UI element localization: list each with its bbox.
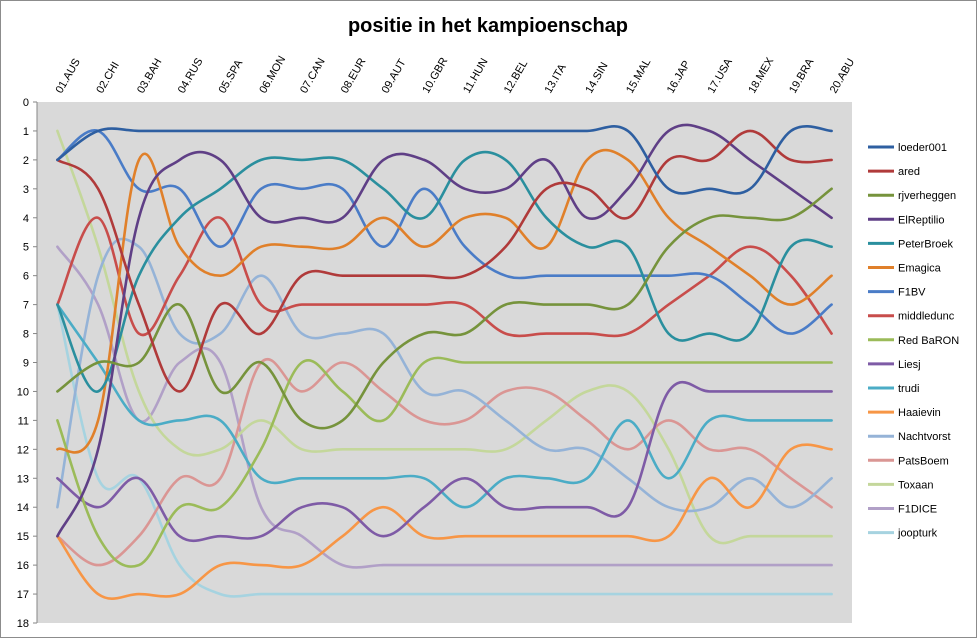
y-tick-label: 2: [23, 155, 29, 167]
x-tick-label: 18.MEX: [746, 55, 776, 95]
x-tick-label: 19.BRA: [787, 56, 817, 95]
x-tick-label: 10.GBR: [420, 56, 450, 96]
x-tick-label: 11.HUN: [461, 56, 491, 95]
x-tick-label: 05.SPA: [217, 57, 246, 95]
legend-label: joopturk: [897, 528, 938, 540]
legend-label: Red BaRON: [898, 335, 959, 347]
y-tick-label: 9: [23, 358, 29, 370]
legend-item: rjverheggen: [868, 190, 956, 202]
series-line-haaievin: [56, 443, 833, 600]
legend-label: PeterBroek: [898, 238, 954, 250]
series-line-rjverheggen: [56, 187, 833, 430]
series-line-loeder001: [56, 125, 833, 195]
y-tick-label: 5: [23, 242, 29, 254]
legend-label: Toxaan: [898, 479, 933, 491]
legend-item: F1DICE: [868, 504, 937, 516]
series-line-joopturk: [56, 303, 833, 598]
legend-item: middledunc: [868, 311, 955, 323]
x-tick-label: 17.USA: [706, 56, 736, 95]
series-line-f1bv: [56, 129, 833, 335]
x-tick-label: 13.ITA: [543, 62, 570, 96]
legend-label: Liesj: [898, 359, 921, 371]
x-tick-label: 16.JAP: [665, 59, 693, 96]
y-tick-label: 17: [17, 589, 29, 601]
legend-label: Emagica: [898, 263, 942, 275]
y-tick-label: 10: [17, 386, 29, 398]
y-tick-label: 8: [23, 329, 29, 341]
legend-label: F1DICE: [898, 504, 937, 516]
legend-item: ared: [868, 166, 920, 178]
series-line-emagica: [56, 148, 833, 454]
series-line-middledunc: [56, 216, 833, 338]
legend-label: ElReptilio: [898, 214, 944, 226]
x-tick-label: 03.BAH: [135, 57, 164, 96]
x-tick-label: 01.AUS: [54, 57, 83, 96]
legend-item: Red BaRON: [868, 335, 959, 347]
legend-label: Haaievin: [898, 407, 941, 419]
legend-item: ElReptilio: [868, 214, 944, 226]
legend-item: PatsBoem: [868, 455, 949, 467]
legend-item: Toxaan: [868, 479, 933, 491]
legend-item: F1BV: [868, 287, 926, 299]
legend-label: F1BV: [898, 287, 926, 299]
x-tick-label: 15.MAL: [624, 57, 653, 96]
series-line-f1dice: [56, 245, 833, 569]
x-tick-label: 02.CHI: [94, 60, 122, 96]
x-tick-label: 07.CAN: [298, 56, 328, 95]
y-tick-label: 14: [17, 502, 29, 514]
series-line-ared: [56, 129, 833, 393]
legend-item: Nachtvorst: [868, 431, 951, 443]
legend-label: Nachtvorst: [898, 431, 951, 443]
x-tick-label: 14.SIN: [583, 60, 610, 95]
legend-label: ared: [898, 166, 920, 178]
x-tick-label: 12.BEL: [502, 58, 530, 95]
legend-label: middledunc: [898, 311, 955, 323]
series-line-trudi: [56, 303, 833, 509]
chart-title: positie in het kampioenschap: [348, 15, 628, 37]
x-tick-label: 06.MON: [257, 54, 288, 96]
y-tick-label: 6: [23, 271, 29, 283]
x-tick-label: 04.RUS: [176, 56, 206, 95]
x-axis: 01.AUS 02.CHI 03.BAH 04.RUS 05.SPA 06.MON 07.C…: [54, 54, 858, 96]
y-tick-label: 4: [23, 213, 29, 225]
y-tick-label: 12: [17, 444, 29, 456]
y-tick-label: 7: [23, 300, 29, 312]
y-tick-label: 15: [17, 531, 29, 543]
legend-label: PatsBoem: [898, 455, 949, 467]
y-tick-label: 13: [17, 473, 29, 485]
legend-label: rjverheggen: [898, 190, 956, 202]
series-line-peterbroek: [56, 150, 833, 393]
y-tick-label: 1: [23, 126, 29, 138]
series-lines: [56, 123, 833, 600]
series-line-patsboem: [56, 358, 833, 567]
x-tick-label: 08.EUR: [339, 56, 369, 95]
y-tick-label: 16: [17, 560, 29, 572]
legend-item: loeder001: [868, 142, 947, 154]
x-tick-label: 20.ABU: [828, 57, 857, 96]
legend-item: trudi: [868, 383, 919, 395]
legend-label: loeder001: [898, 142, 947, 154]
legend-item: joopturk: [868, 528, 938, 540]
series-line-liesj: [56, 380, 833, 543]
legend-label: trudi: [898, 383, 919, 395]
legend-item: Haaievin: [868, 407, 941, 419]
legend: loeder001 ared rjverheggen ElReptilio PeterB…: [868, 142, 959, 540]
y-tick-label: 3: [23, 184, 29, 196]
legend-item: Liesj: [868, 359, 921, 371]
series-line-elreptilio: [56, 123, 833, 538]
legend-item: Emagica: [868, 263, 942, 275]
y-tick-label: 11: [18, 415, 29, 427]
x-tick-label: 09.AUT: [380, 57, 409, 96]
y-tick-label: 0: [23, 97, 29, 109]
series-line-red-baron: [56, 356, 833, 568]
legend-item: PeterBroek: [868, 238, 954, 250]
y-tick-label: 18: [17, 618, 29, 630]
